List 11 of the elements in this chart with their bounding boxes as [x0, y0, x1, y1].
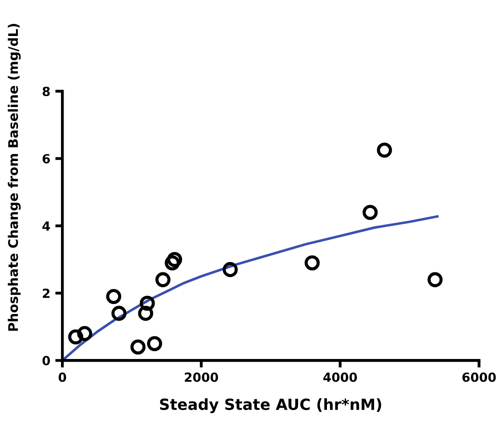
y-axis-title: Phosphate Change from Baseline (mg/dL)	[8, 24, 21, 331]
y-tick-label: 8	[42, 86, 50, 96]
x-tick-label: 0	[58, 372, 66, 382]
y-tick-label: 6	[42, 154, 50, 164]
x-axis-title: Steady State AUC (hr*nM)	[160, 398, 382, 414]
x-tick-label: 4000	[323, 372, 357, 382]
x-tick-label: 2000	[184, 372, 218, 382]
y-tick-label: 4	[42, 221, 50, 231]
y-tick-label: 2	[42, 288, 50, 298]
x-tick-label: 6000	[462, 372, 496, 382]
y-tick-label: 0	[42, 356, 50, 366]
